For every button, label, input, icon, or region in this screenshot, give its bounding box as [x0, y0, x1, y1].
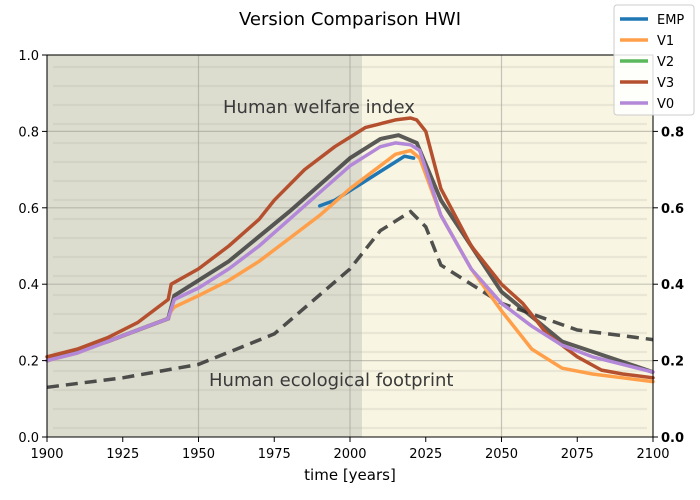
y-tick-label: 0.6 [18, 202, 39, 217]
x-tick-label: 1925 [106, 447, 139, 462]
x-tick-label: 1950 [182, 447, 215, 462]
bg-footprint-curve [46, 209, 654, 390]
legend: EMP V1 V2 V3 V0 [613, 4, 695, 116]
y-tick-label-right: 0.6 [661, 202, 684, 217]
y-tick-label: 0.4 [18, 278, 39, 293]
y-tick-label: 0.8 [18, 125, 39, 140]
chart-title: Version Comparison HWI [239, 9, 461, 30]
axes: 1900 1925 1950 1975 2000 2025 2050 2075 21000.00… [18, 49, 684, 462]
series-line-v3 [45, 116, 655, 380]
legend-label-v0: V0 [657, 97, 674, 112]
y-tick-label: 0.2 [18, 355, 39, 370]
bg-label-footprint: Human ecological footprint [209, 370, 453, 391]
x-axis-title: time [years] [304, 466, 396, 484]
series-layer [45, 116, 655, 384]
y-tick-label: 0.0 [18, 431, 39, 446]
x-tick-label: 1975 [258, 447, 291, 462]
x-tick-label: 2075 [561, 447, 594, 462]
legend-label-emp: EMP [657, 13, 684, 28]
legend-label-v3: V3 [657, 76, 674, 91]
x-tick-label: 2000 [333, 447, 366, 462]
y-tick-label: 1.0 [18, 49, 39, 64]
legend-label-v2: V2 [657, 55, 674, 70]
bg-panel-left [47, 55, 362, 437]
y-tick-label-right: 0.2 [661, 355, 684, 370]
legend-box [613, 4, 695, 116]
x-tick-label: 2025 [409, 447, 442, 462]
x-tick-label: 2100 [636, 447, 669, 462]
bg-label-welfare: Human welfare index [223, 97, 415, 118]
background-image: Human welfare index Human ecological foot… [46, 54, 654, 437]
x-tick-label: 2050 [485, 447, 518, 462]
x-tick-label: 1900 [30, 447, 63, 462]
legend-label-v1: V1 [657, 34, 674, 49]
y-tick-label-right: 0.8 [661, 125, 684, 140]
series-line-v0 [45, 141, 655, 374]
y-tick-label-right: 0.0 [661, 431, 684, 446]
y-tick-label-right: 0.4 [661, 278, 684, 293]
